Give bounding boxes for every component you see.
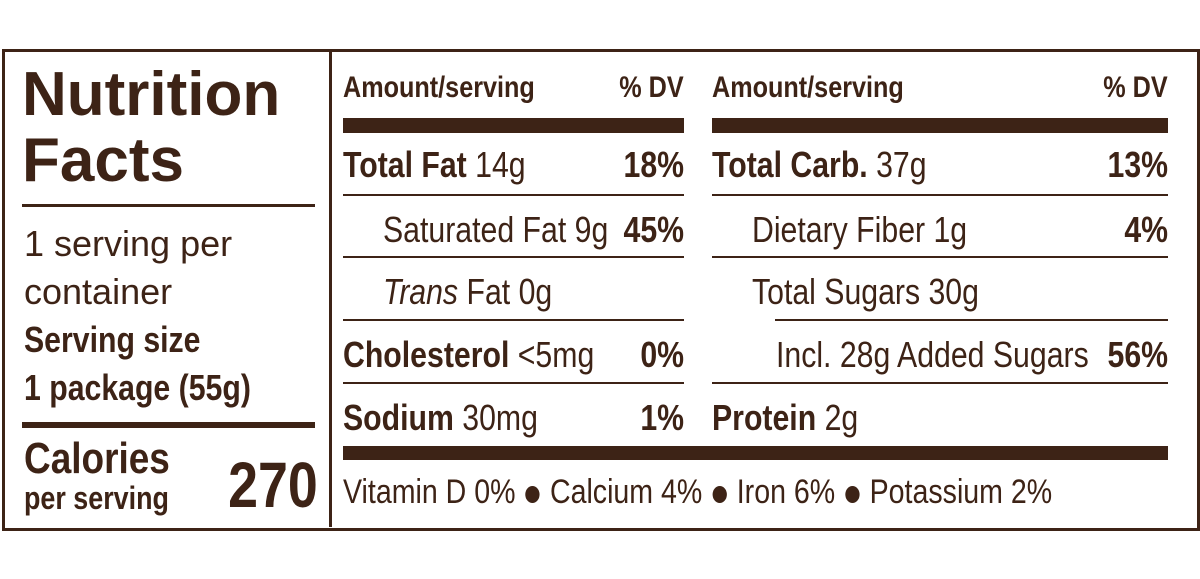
text: % DV <box>1103 71 1168 104</box>
serving-size: 1 package (55g) <box>24 366 294 410</box>
text: 270 <box>228 449 318 521</box>
thick-rule <box>343 118 684 133</box>
nutrient-name: Total Carb. <box>712 144 868 185</box>
nutrient-amount: 37g <box>876 144 927 185</box>
bullet <box>525 485 540 503</box>
daily-value: 0% <box>632 335 684 375</box>
row-label: Incl. 28g Added Sugars <box>776 335 1148 375</box>
row-label: Cholesterol <5mg <box>343 335 642 375</box>
text: Total Carb. 37g <box>712 145 927 185</box>
text: Calories <box>24 434 170 483</box>
nutrient-name: Cholesterol <box>343 334 510 375</box>
border <box>2 49 1200 531</box>
text: 0% <box>640 334 684 375</box>
vitamin-line: Vitamin D 0% Calcium 4% Iron 6% Potassium 2… <box>343 472 1052 512</box>
row-label: Total Carb. 37g <box>712 145 967 185</box>
row-label: Saturated Fat 9g <box>383 210 651 250</box>
row-label: Dietary Fiber 1g <box>752 210 1008 250</box>
nutrient-amount: 30mg <box>462 397 538 438</box>
daily-value: 1% <box>632 398 684 438</box>
daily-value: 56% <box>1096 335 1168 375</box>
rule <box>712 194 1168 196</box>
row-label: Sodium 30mg <box>343 398 575 438</box>
text: 1 package (55g) <box>24 367 251 408</box>
vitamin: Calcium 4% <box>549 473 703 511</box>
text: 45% <box>623 209 684 250</box>
calories-label: Calories <box>24 436 198 482</box>
text: Protein 2g <box>712 398 858 438</box>
text: Amount/serving <box>712 71 904 104</box>
nutrient-amount: Total Sugars 30g <box>752 271 979 312</box>
rule <box>22 204 315 207</box>
header-amount: Amount/serving <box>343 70 571 106</box>
text: 4% <box>1124 209 1168 250</box>
text: Saturated Fat 9g <box>383 210 608 250</box>
vitamins: Vitamin D 0% Calcium 4% Iron 6% Potassium 2… <box>343 472 1187 512</box>
nutrient-amount: 14g <box>475 144 526 185</box>
vitamin: Iron 6% <box>736 473 836 511</box>
title: Nutrition Facts <box>22 60 281 195</box>
row-label: Total Sugars 30g <box>752 272 1022 312</box>
rule <box>712 256 1168 258</box>
rule <box>343 194 684 196</box>
rule <box>343 319 684 321</box>
vitamin: Vitamin D 0% <box>343 473 516 511</box>
text: Sodium 30mg <box>343 398 538 438</box>
vitamin: Potassium 2% <box>869 473 1053 511</box>
emphasis: Trans <box>383 271 459 312</box>
thick-rule <box>712 118 1168 133</box>
bullet <box>712 485 727 503</box>
text: % DV <box>619 71 684 104</box>
daily-value: 18% <box>612 145 684 185</box>
text: 56% <box>1107 334 1168 375</box>
nutrient-amount: Dietary Fiber 1g <box>752 209 968 250</box>
header-amount: Amount/serving <box>712 70 940 106</box>
daily-value: 4% <box>1116 210 1168 250</box>
bullet <box>845 485 860 503</box>
header-dv: % DV <box>1091 70 1168 106</box>
text: Cholesterol <5mg <box>343 335 594 375</box>
header-dv: % DV <box>607 70 684 106</box>
calories-sublabel: per serving <box>24 480 197 516</box>
rule <box>343 256 684 258</box>
text: Serving size <box>24 319 201 360</box>
thick-rule <box>22 422 315 428</box>
text: Amount/serving <box>343 71 535 104</box>
nutrient-name: Protein <box>712 397 817 438</box>
nutrient-amount: <5mg <box>517 334 595 375</box>
servings: 1 serving per container <box>24 223 233 312</box>
nutrient-name: Sodium <box>343 397 454 438</box>
text: per serving <box>24 480 169 516</box>
nutrient-amount: 2g <box>824 397 859 438</box>
row-label: Protein 2g <box>712 398 886 438</box>
text: Total Sugars 30g <box>752 272 979 312</box>
thick-rule <box>343 446 1168 460</box>
nutrient-amount: Incl. 28g Added Sugars <box>776 334 1089 375</box>
text: 18% <box>623 144 684 185</box>
text: 13% <box>1107 144 1168 185</box>
nutrient-amount: Saturated Fat 9g <box>383 209 609 250</box>
daily-value: 13% <box>1096 145 1168 185</box>
daily-value: 45% <box>612 210 684 250</box>
calories: 270 <box>211 450 318 520</box>
text: Total Fat 14g <box>343 145 526 185</box>
text: 1% <box>640 397 684 438</box>
text: Incl. 28g Added Sugars <box>776 335 1089 375</box>
text: Trans Fat 0g <box>383 272 552 312</box>
nutrient-name: Total Fat <box>343 144 467 185</box>
row-label: Trans Fat 0g <box>383 272 584 312</box>
nutrient-amount: Fat 0g <box>466 271 553 312</box>
rule <box>712 382 1168 384</box>
divider <box>329 50 332 527</box>
serving-size-label: Serving size <box>24 318 234 362</box>
rule <box>343 382 684 384</box>
rule <box>775 319 1168 321</box>
text: Dietary Fiber 1g <box>752 210 967 250</box>
row-label: Total Fat 14g <box>343 145 560 185</box>
